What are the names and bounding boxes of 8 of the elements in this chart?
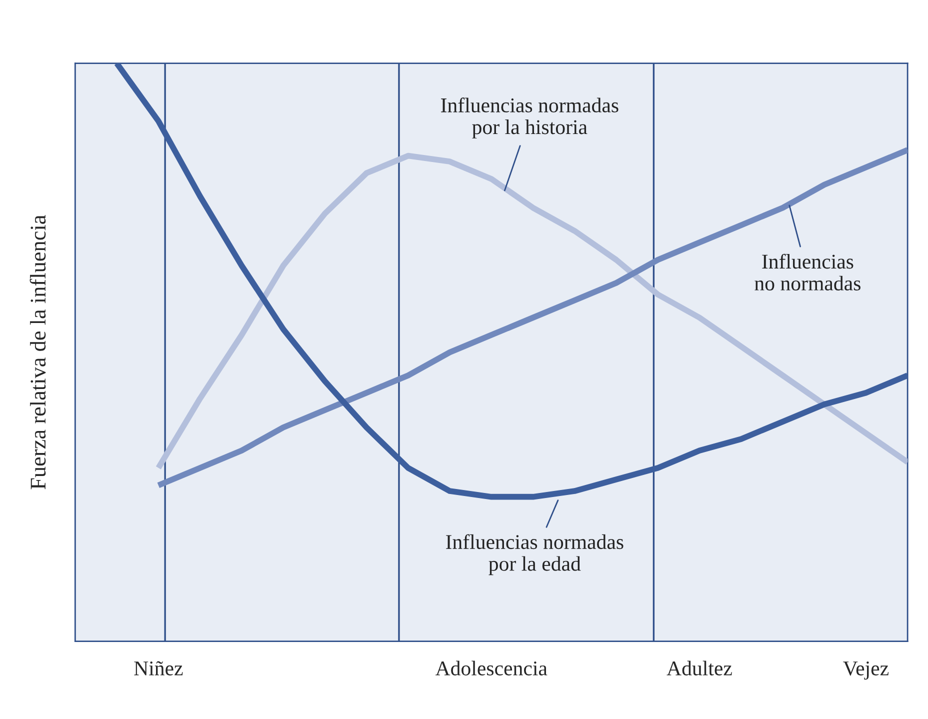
x-tick-label: Niñez [134, 661, 183, 676]
y-axis-title: Fuerza relativa de la influencia [30, 215, 46, 490]
x-tick-label: Adolescencia [435, 660, 548, 676]
x-tick-label: Vejez [843, 661, 889, 680]
x-tick-label: Adultez [666, 660, 732, 676]
series-label: Influencias no normadas [754, 254, 860, 290]
series-label: Influencias normadas por la historia [441, 98, 618, 138]
text: Influencias normadas por la edad [446, 534, 624, 576]
